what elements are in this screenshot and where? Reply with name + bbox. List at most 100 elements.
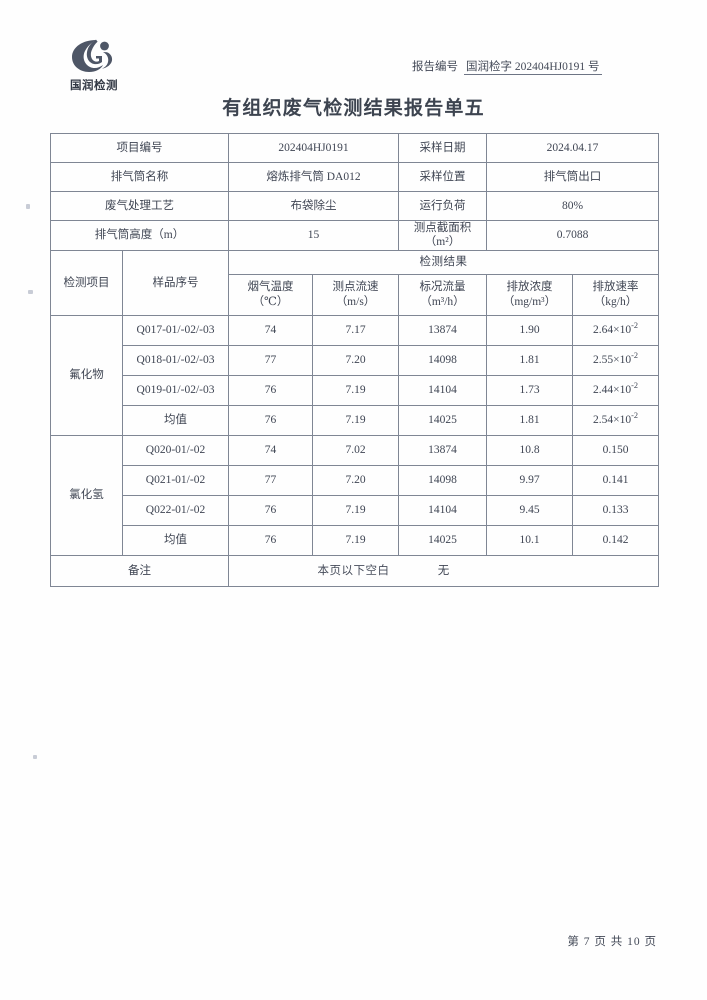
cell-rate: 2.64×10-2: [572, 314, 659, 346]
cell-flow: 14104: [398, 494, 487, 526]
table-row: Q022-01/-02 76 7.19 14104 9.45 0.133: [51, 494, 659, 526]
info-row: 项目编号 202404HJ0191 采样日期 2024.04.17: [50, 133, 659, 163]
report-number: 报告编号 国润检字 202404HJ0191 号: [412, 58, 602, 75]
cell-sample: Q018-01/-02/-03: [122, 344, 229, 376]
cell-rate-exponent: -2: [631, 411, 638, 421]
info-label: 采样日期: [398, 133, 487, 163]
col-header-concentration-unit: （mg/m³）: [502, 295, 557, 308]
col-header-flow: 标况流量 （m³/h）: [398, 273, 487, 316]
table-row-average: 均值 76 7.19 14025 10.1 0.142: [51, 524, 659, 556]
table-row: 氟化物 Q017-01/-02/-03 74 7.17 13874 1.90 2…: [50, 314, 659, 436]
info-value: 80%: [486, 191, 659, 221]
table-row: Q019-01/-02/-03 76 7.19 14104 1.73 2.44×…: [51, 374, 659, 406]
col-header-concentration: 排放浓度 （mg/m³）: [486, 273, 573, 316]
cell-rate: 0.142: [572, 524, 659, 556]
info-value: 排气筒出口: [486, 162, 659, 192]
cell-velocity: 7.19: [312, 494, 399, 526]
col-header-flow-name: 标况流量: [419, 281, 466, 294]
info-label: 项目编号: [50, 133, 229, 163]
cell-velocity: 7.17: [312, 314, 399, 346]
cell-rate-mantissa: 2.55×10: [592, 354, 632, 367]
cell-rate-mantissa: 2.54×10: [592, 414, 632, 427]
cell-flow: 14025: [398, 524, 487, 556]
info-label: 废气处理工艺: [50, 191, 229, 221]
scan-speck: [26, 204, 30, 209]
col-header-velocity-name: 测点流速: [332, 281, 379, 294]
report-number-label: 报告编号: [412, 61, 458, 73]
col-header-concentration-name: 排放浓度: [506, 281, 553, 294]
col-header-flow-unit: （m³/h）: [420, 295, 465, 308]
col-header-rate-name: 排放速率: [592, 281, 639, 294]
cell-velocity: 7.19: [312, 374, 399, 406]
col-header-velocity-unit: （m/s）: [335, 295, 376, 308]
cell-temperature: 76: [228, 524, 313, 556]
report-table: 项目编号 202404HJ0191 采样日期 2024.04.17 排气筒名称 …: [50, 133, 659, 587]
cell-flow: 13874: [398, 434, 487, 466]
group-item-label: 氯化氢: [50, 434, 123, 556]
gunrun-g-swoosh-logo-icon: [72, 39, 113, 72]
cell-concentration: 1.90: [486, 314, 573, 346]
col-header-rate: 排放速率 （kg/h）: [572, 273, 659, 316]
company-logo-text: 国润检测: [70, 78, 118, 92]
info-value: 熔炼排气筒 DA012: [228, 162, 399, 192]
info-label: 测点截面积（m²）: [398, 220, 487, 251]
cell-rate: 2.54×10-2: [572, 404, 659, 436]
cell-sample: 均值: [122, 524, 229, 556]
info-value: 15: [228, 220, 399, 251]
cell-temperature: 77: [228, 464, 313, 496]
cell-rate-mantissa: 2.44×10: [592, 384, 632, 397]
info-label: 排气筒高度（m）: [50, 220, 229, 251]
document-header: 国润检测 报告编号 国润检字 202404HJ0191 号: [0, 36, 707, 94]
blank-page-note: 本页以下空白: [317, 565, 390, 577]
cell-temperature: 74: [228, 314, 313, 346]
cell-flow: 14098: [398, 344, 487, 376]
cell-flow: 14025: [398, 404, 487, 436]
cell-velocity: 7.19: [312, 524, 399, 556]
table-header-top: 检测项目 样品序号 检测结果: [50, 249, 659, 316]
cell-sample: Q020-01/-02: [122, 434, 229, 466]
info-value: 202404HJ0191: [228, 133, 399, 163]
cell-flow: 14104: [398, 374, 487, 406]
cell-rate: 2.55×10-2: [572, 344, 659, 376]
cell-temperature: 76: [228, 494, 313, 526]
cell-sample: Q022-01/-02: [122, 494, 229, 526]
table-header-sub: 烟气温度 （℃） 测点流速 （m/s） 标况流量 （m³/h） 排放浓度 （mg…: [51, 273, 659, 316]
cell-concentration: 10.1: [486, 524, 573, 556]
report-number-value: 国润检字 202404HJ0191 号: [464, 61, 602, 75]
info-row: 排气筒高度（m） 15 测点截面积（m²） 0.7088: [50, 220, 659, 251]
cell-rate-exponent: -2: [631, 351, 638, 361]
cell-rate-exponent: -2: [631, 381, 638, 391]
cell-temperature: 74: [228, 434, 313, 466]
col-header-temperature-unit: （℃）: [252, 295, 289, 308]
table-row: Q018-01/-02/-03 77 7.20 14098 1.81 2.55×…: [51, 344, 659, 376]
col-header-sample: 样品序号: [122, 249, 229, 316]
cell-sample: Q019-01/-02/-03: [122, 374, 229, 406]
cell-concentration: 1.81: [486, 404, 573, 436]
cell-rate-mantissa: 2.64×10: [592, 324, 632, 337]
cell-velocity: 7.20: [312, 464, 399, 496]
cell-rate: 0.141: [572, 464, 659, 496]
info-row: 排气筒名称 熔炼排气筒 DA012 采样位置 排气筒出口: [50, 162, 659, 192]
cell-temperature: 76: [228, 374, 313, 406]
col-header-rate-unit: （kg/h）: [593, 295, 638, 308]
cell-rate-mantissa: 0.150: [602, 444, 629, 457]
scan-speck: [28, 290, 33, 294]
cell-concentration: 1.81: [486, 344, 573, 376]
table-row-average: 均值 76 7.19 14025 1.81 2.54×10-2: [51, 404, 659, 436]
table-row: Q021-01/-02 77 7.20 14098 9.97 0.141: [51, 464, 659, 496]
cell-rate: 0.133: [572, 494, 659, 526]
info-label: 运行负荷: [398, 191, 487, 221]
cell-rate-mantissa: 0.133: [602, 504, 629, 517]
remarks-row: 备注 无: [50, 554, 659, 587]
info-value: 布袋除尘: [228, 191, 399, 221]
cell-sample: Q017-01/-02/-03: [122, 314, 229, 346]
cell-velocity: 7.20: [312, 344, 399, 376]
remarks-value: 无: [228, 554, 659, 587]
info-value: 0.7088: [486, 220, 659, 251]
col-header-temperature: 烟气温度 （℃）: [228, 273, 313, 316]
table-row: 氯化氢 Q020-01/-02 74 7.02 13874 10.8 0.150: [50, 434, 659, 556]
cell-sample: 均值: [122, 404, 229, 436]
company-logo: 国润检测: [48, 36, 140, 93]
cell-sample: Q021-01/-02: [122, 464, 229, 496]
